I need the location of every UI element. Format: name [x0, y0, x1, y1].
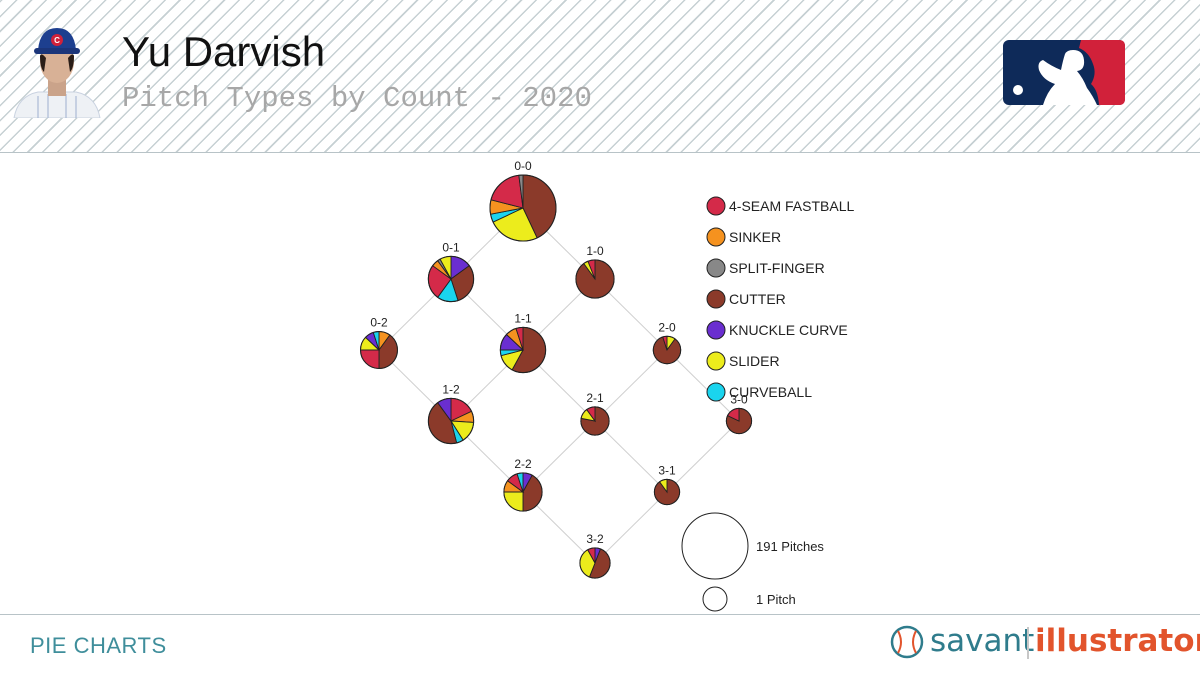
count-edge: [594, 420, 668, 493]
count-edges: [378, 207, 740, 564]
savant-illustrator-brand: savant illustrator: [890, 623, 1200, 663]
pie-0-0: 0-0: [489, 159, 557, 242]
count-label: 2-2: [514, 457, 532, 471]
legend-swatch: [706, 382, 726, 402]
pie-2-1: 2-1: [580, 391, 610, 436]
count-edge: [594, 491, 668, 564]
pie-2-2: 2-2: [503, 457, 543, 512]
pie-outline: [652, 335, 682, 365]
header-banner: C Yu Darvish Pitch Types by Count - 2020: [0, 0, 1200, 153]
count-label: 0-1: [442, 240, 460, 254]
count-label: 3-1: [658, 463, 676, 477]
pie-outline: [360, 331, 398, 369]
count-label: 2-0: [658, 320, 676, 334]
legend-label: SINKER: [729, 229, 781, 245]
legend-swatch: [706, 320, 726, 340]
legend-swatch: [706, 196, 726, 216]
count-label: 0-2: [370, 316, 388, 330]
pie-outline: [653, 478, 681, 506]
size-legend-label: 191 Pitches: [756, 539, 824, 554]
player-headshot: C: [13, 28, 101, 118]
brand-divider: [1027, 627, 1029, 659]
pie-outline: [499, 326, 547, 374]
count-pies: 0-0 0-1 1-0 0-2 1-1 2-0 1-2 2-1 3-0 2-2 3-1 3-2: [360, 159, 753, 579]
legend-item: SLIDER: [706, 351, 780, 371]
legend-swatch: [706, 227, 726, 247]
pie-outline: [427, 397, 475, 445]
pie-outline: [725, 407, 753, 435]
pie-outline: [489, 174, 557, 242]
count-label: 1-2: [442, 382, 460, 396]
legend-swatch: [706, 289, 726, 309]
count-label: 0-0: [514, 159, 532, 173]
pie-2-0: 2-0: [652, 320, 682, 365]
legend-swatch: [706, 258, 726, 278]
mlb-logo: [1003, 40, 1125, 105]
pie-outline: [575, 259, 615, 299]
pie-1-1: 1-1: [499, 311, 547, 374]
chart-type-label: PIE CHARTS: [30, 633, 167, 658]
pie-outline: [580, 406, 610, 436]
size-legend-item: 1 Pitch: [702, 586, 796, 612]
chart-subtitle: Pitch Types by Count - 2020: [122, 82, 592, 115]
size-legend: 191 Pitches 1 Pitch: [681, 512, 824, 612]
size-legend-circle: [681, 512, 749, 580]
pitch-pie-chart: 0-0 0-1 1-0 0-2 1-1 2-0 1-2 2-1 3-0 2-2 3-1 3-2 4-S…: [360, 159, 854, 612]
brand-savant: savant: [930, 623, 1035, 659]
pie-outline: [503, 472, 543, 512]
legend-item: SINKER: [706, 227, 781, 247]
player-name: Yu Darvish: [122, 28, 326, 75]
pie-3-2: 3-2: [579, 532, 611, 579]
baseball-icon: [890, 625, 924, 659]
brand-illustrator: illustrator: [1035, 623, 1200, 659]
pie-outline: [579, 547, 611, 579]
legend-label: KNUCKLE CURVE: [729, 322, 848, 338]
pie-0-1: 0-1: [427, 240, 475, 303]
legend-item: CURVEBALL: [706, 382, 812, 402]
count-edge: [594, 349, 668, 422]
legend-label: SPLIT-FINGER: [729, 260, 825, 276]
count-edge: [666, 349, 740, 422]
legend-item: 4-SEAM FASTBALL: [706, 196, 854, 216]
legend-label: 4-SEAM FASTBALL: [729, 198, 854, 214]
count-label: 1-0: [586, 244, 604, 258]
svg-text:C: C: [54, 36, 60, 45]
size-legend-label: 1 Pitch: [756, 592, 796, 607]
count-label: 1-1: [514, 311, 532, 325]
pie-3-0: 3-0: [725, 392, 753, 435]
legend-item: SPLIT-FINGER: [706, 258, 825, 278]
pie-1-2: 1-2: [427, 382, 475, 445]
size-legend-item: 191 Pitches: [681, 512, 824, 580]
legend-label: SLIDER: [729, 353, 780, 369]
legend-swatch: [706, 351, 726, 371]
count-label: 3-0: [730, 392, 748, 406]
legend-label: CUTTER: [729, 291, 786, 307]
pie-0-2: 0-2: [360, 316, 398, 369]
pie-outline: [427, 255, 475, 303]
pie-3-1: 3-1: [653, 463, 681, 506]
pitch-legend: 4-SEAM FASTBALL SINKER SPLIT-FINGER CUTTER K…: [706, 196, 854, 402]
count-edge: [666, 420, 740, 493]
legend-label: CURVEBALL: [729, 384, 812, 400]
footer: PIE CHARTS savant illustrator: [0, 614, 1200, 676]
legend-item: KNUCKLE CURVE: [706, 320, 848, 340]
size-legend-circle: [702, 586, 728, 612]
count-label: 3-2: [586, 532, 604, 546]
pie-1-0: 1-0: [575, 244, 615, 299]
legend-item: CUTTER: [706, 289, 786, 309]
count-label: 2-1: [586, 391, 604, 405]
